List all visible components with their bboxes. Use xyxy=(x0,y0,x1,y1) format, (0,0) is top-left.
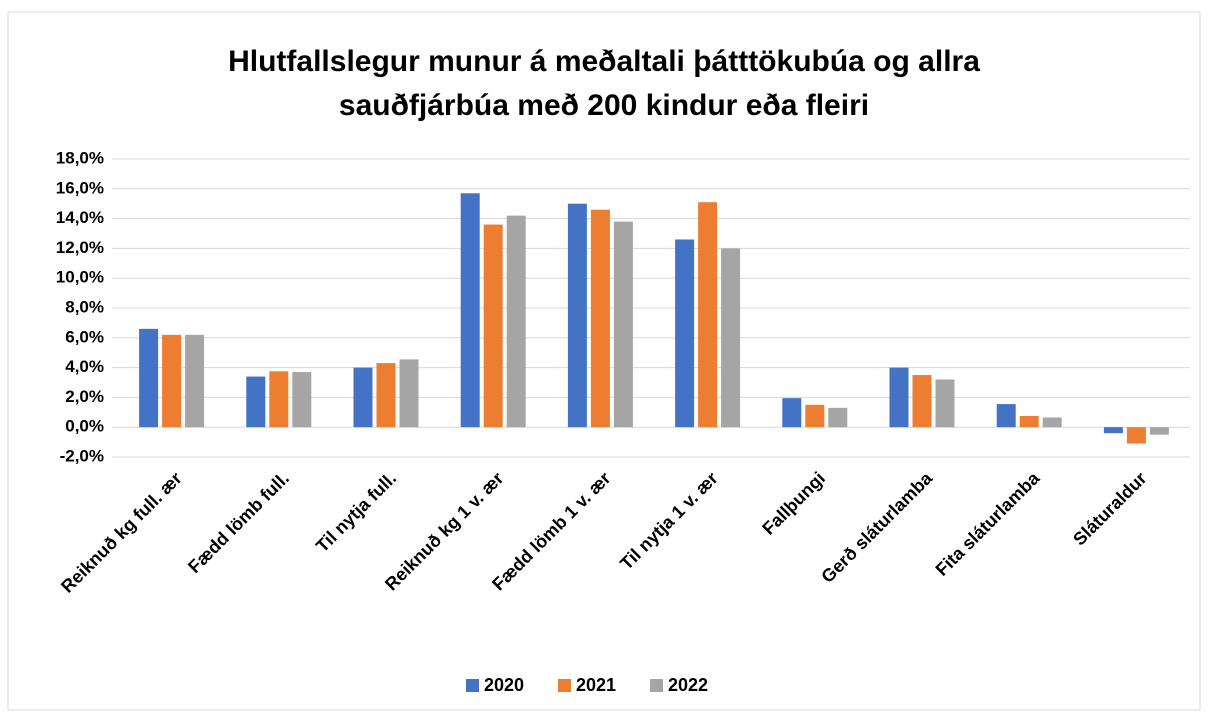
y-tick-label: 4,0% xyxy=(65,357,104,376)
legend-label: 2022 xyxy=(668,675,708,695)
bar xyxy=(675,239,695,428)
bar xyxy=(828,407,848,428)
bar xyxy=(1126,427,1146,444)
bar xyxy=(567,203,587,428)
legend-label: 2020 xyxy=(484,675,524,695)
bar xyxy=(889,367,909,428)
bar xyxy=(1149,427,1169,435)
bar xyxy=(292,372,312,428)
bar xyxy=(1042,417,1062,428)
y-tick-label: -2,0% xyxy=(60,446,104,465)
bar xyxy=(353,367,373,428)
y-tick-label: 8,0% xyxy=(65,297,104,316)
bar xyxy=(376,363,396,428)
bar xyxy=(246,376,266,428)
chart-title: Hlutfallslegur munur á meðaltali þátttök… xyxy=(228,45,980,78)
bar xyxy=(460,193,480,428)
bar xyxy=(1103,427,1123,434)
bar xyxy=(506,215,526,428)
bar xyxy=(613,221,633,428)
y-tick-label: 18,0% xyxy=(56,148,104,167)
bar xyxy=(590,209,610,428)
bar xyxy=(805,404,825,428)
bar xyxy=(399,359,419,428)
legend-swatch xyxy=(466,679,479,692)
bar xyxy=(185,334,205,428)
y-tick-label: 2,0% xyxy=(65,387,104,406)
bar xyxy=(483,224,503,428)
y-tick-label: 16,0% xyxy=(56,178,104,197)
y-tick-label: 12,0% xyxy=(56,238,104,257)
bar xyxy=(996,404,1016,428)
legend-swatch xyxy=(650,679,663,692)
bar xyxy=(721,248,741,428)
legend-label: 2021 xyxy=(576,675,616,695)
y-tick-label: 14,0% xyxy=(56,208,104,227)
bar xyxy=(912,375,932,428)
bar xyxy=(935,379,955,428)
legend-swatch xyxy=(558,679,571,692)
bar xyxy=(269,371,289,428)
y-tick-label: 10,0% xyxy=(56,268,104,287)
y-tick-label: 6,0% xyxy=(65,327,104,346)
bar xyxy=(698,202,718,428)
bar xyxy=(782,398,802,428)
chart-title: sauðfjárbúa með 200 kindur eða fleiri xyxy=(339,89,869,122)
bar xyxy=(1019,416,1039,428)
y-tick-label: 0,0% xyxy=(65,417,104,436)
bar xyxy=(162,334,182,428)
bar xyxy=(139,328,159,428)
